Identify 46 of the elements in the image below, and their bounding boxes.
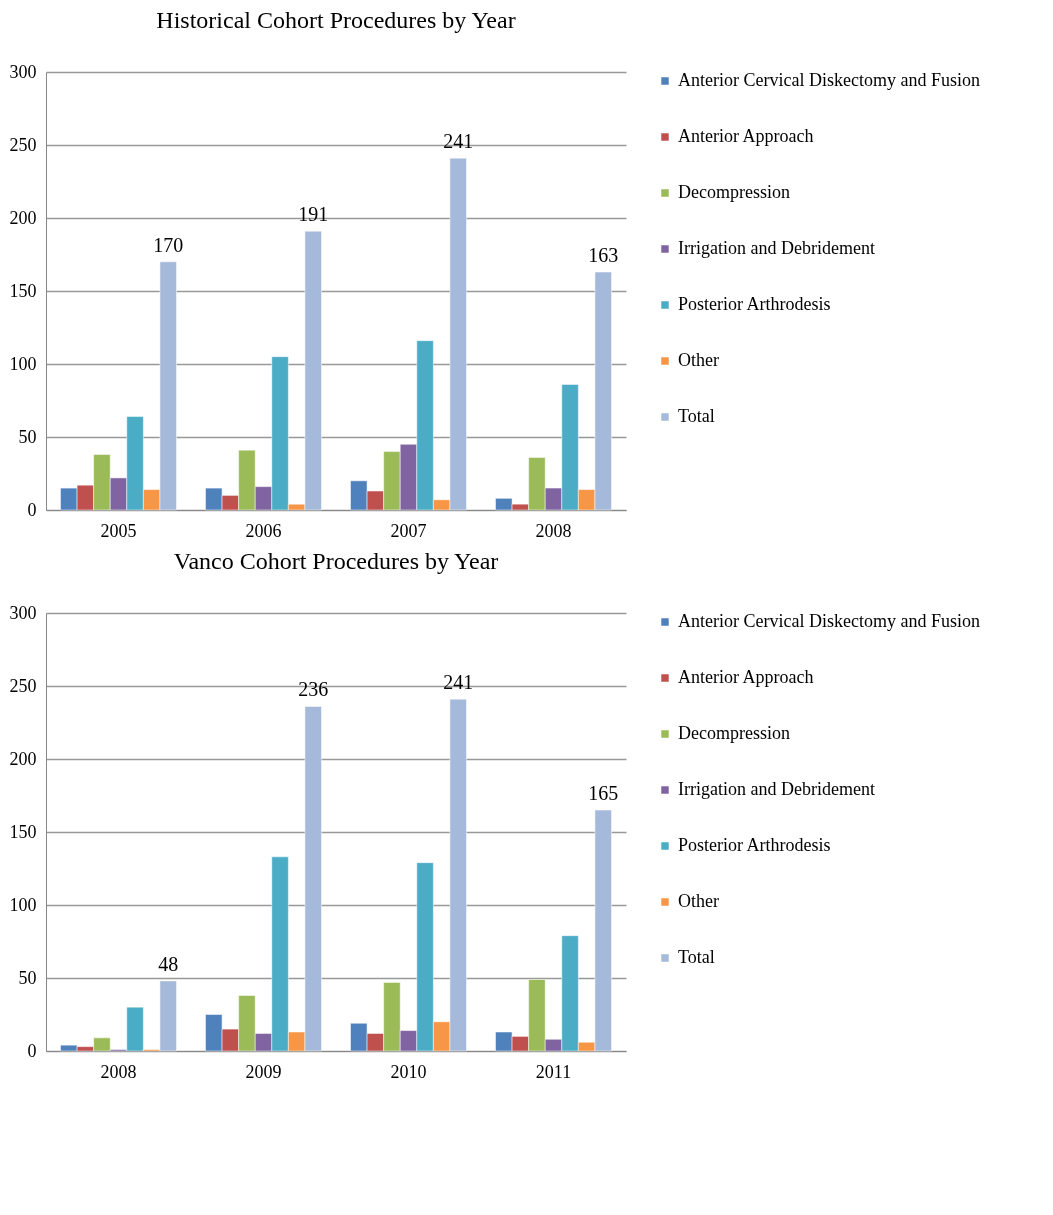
x-tick-label: 2007 (390, 520, 427, 541)
x-tick-label: 2011 (535, 1061, 572, 1082)
y-tick-label: 250 (9, 134, 37, 155)
y-tick-label: 150 (9, 821, 37, 842)
legend-label: Other (678, 350, 719, 370)
y-tick-label: 100 (9, 353, 37, 374)
data-label: 241 (443, 671, 474, 694)
data-label: 163 (588, 244, 619, 267)
y-tick-label: 300 (9, 602, 37, 623)
data-label: 236 (298, 678, 329, 701)
legend-label: Irrigation and Debridement (678, 779, 875, 799)
y-tick-label: 0 (27, 1040, 37, 1061)
legend-label: Posterior Arthrodesis (678, 294, 831, 314)
data-label: 241 (443, 130, 474, 153)
x-tick-label: 2009 (245, 1061, 282, 1082)
y-tick-label: 300 (9, 61, 37, 82)
data-label: 165 (588, 782, 619, 805)
chart-title: Vanco Cohort Procedures by Year (173, 548, 499, 574)
x-tick-label: 2005 (100, 520, 137, 541)
chart-title: Historical Cohort Procedures by Year (156, 7, 516, 33)
legend-label: Other (678, 891, 719, 911)
legend-label: Total (678, 947, 715, 967)
x-tick-label: 2010 (390, 1061, 427, 1082)
y-tick-label: 200 (9, 207, 37, 228)
legend-label: Anterior Approach (678, 667, 814, 687)
data-label: 191 (298, 203, 329, 226)
y-tick-label: 150 (9, 280, 37, 301)
data-label: 170 (153, 233, 184, 256)
legend-label: Anterior Cervical Diskectomy and Fusion (678, 70, 980, 90)
legend-label: Decompression (678, 182, 790, 202)
x-tick-label: 2008 (535, 520, 572, 541)
y-tick-label: 50 (18, 426, 37, 447)
legend-label: Anterior Cervical Diskectomy and Fusion (678, 611, 980, 631)
legend-label: Total (678, 406, 715, 426)
y-tick-label: 50 (18, 967, 37, 988)
y-tick-label: 200 (9, 748, 37, 769)
legend-label: Irrigation and Debridement (678, 238, 875, 258)
x-tick-label: 2008 (100, 1061, 137, 1082)
x-tick-label: 2006 (245, 520, 282, 541)
legend-label: Anterior Approach (678, 126, 814, 146)
data-label: 48 (158, 952, 179, 975)
y-tick-label: 250 (9, 675, 37, 696)
y-tick-label: 100 (9, 894, 37, 915)
y-tick-label: 0 (27, 499, 37, 520)
legend-label: Decompression (678, 723, 790, 743)
legend-label: Posterior Arthrodesis (678, 835, 831, 855)
